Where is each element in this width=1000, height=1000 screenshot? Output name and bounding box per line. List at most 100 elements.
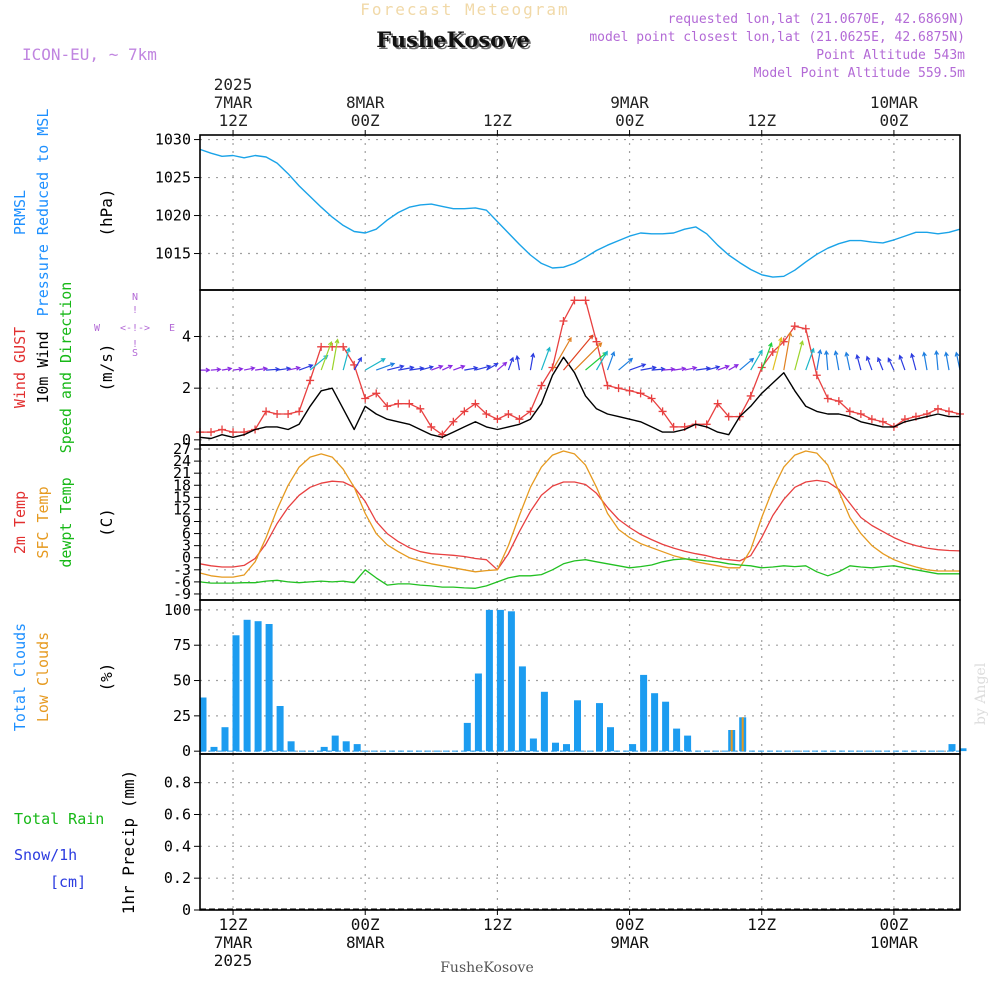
wind-direction-arrow (398, 365, 415, 371)
wind-direction-arrow (232, 366, 244, 372)
wind-direction-arrow (221, 366, 233, 372)
y-tick-label: 24 (173, 452, 191, 470)
total-cloud-bar (529, 738, 537, 752)
total-cloud-bar (552, 742, 559, 752)
gust-marker (515, 415, 524, 424)
total-cloud-bar (353, 744, 361, 752)
compass-north: N (132, 292, 138, 303)
gust-marker (944, 407, 953, 416)
compass-tick-s: ! (132, 339, 138, 350)
total-cloud-bar (640, 674, 648, 752)
point-altitude: Point Altitude 543m (816, 48, 965, 63)
y-axis-label: (hPa) (97, 188, 116, 236)
total-cloud-bar (496, 609, 504, 752)
panel-label-1: Low Clouds (34, 632, 52, 722)
wind-direction-arrow (364, 358, 386, 371)
total-cloud-bar (232, 635, 240, 752)
total-cloud-bar (287, 741, 295, 752)
total-cloud-bar (221, 727, 229, 752)
gust-marker (460, 407, 469, 416)
wind-direction-arrow (387, 364, 405, 371)
y-tick-label: 0.2 (164, 869, 191, 887)
total-cloud-bar (518, 666, 526, 752)
low-cloud-bar (741, 717, 744, 752)
wind-direction-arrow (805, 347, 815, 371)
gust-marker (548, 363, 557, 372)
gust-marker (372, 389, 381, 398)
bottom-time-label: 12Z (483, 915, 512, 934)
total-cloud-bar (959, 748, 967, 752)
wind-direction-arrow (507, 356, 515, 371)
total-cloud-bar (607, 727, 614, 752)
y-tick-label: 100 (164, 601, 191, 619)
gust-marker (823, 394, 832, 403)
gust-line (200, 299, 961, 436)
gust-marker (614, 384, 623, 393)
precip-label-cm: [cm] (50, 873, 86, 891)
gust-marker (878, 417, 887, 426)
wind-direction-arrow (574, 342, 603, 371)
wind-direction-arrow (210, 367, 222, 373)
gust-marker (427, 422, 436, 431)
top-time-label: 7MAR (214, 93, 253, 112)
top-time-label: 9MAR (610, 93, 649, 112)
panel-label-2: dewpt Temp (57, 477, 75, 567)
gust-marker (757, 363, 766, 372)
model-altitude: Model Point Altitude 559.5m (754, 66, 965, 81)
gust-marker (801, 324, 810, 333)
compass-east: E (169, 323, 175, 334)
precip-label-rain: Total Rain (14, 810, 104, 828)
wind-direction-arrow (922, 351, 928, 371)
total-cloud-bar (485, 609, 493, 752)
wind-direction-arrow (844, 351, 851, 371)
top-time-label: 12Z (483, 111, 512, 130)
location-title-front: FusheKosove (376, 27, 529, 52)
y-tick-label: 0 (182, 431, 191, 449)
model-point-coords: model point closest lon,lat (21.0625E, 4… (589, 30, 965, 45)
total-cloud-bar (320, 746, 328, 752)
y-tick-label: 9 (182, 512, 191, 530)
gust-marker (295, 407, 304, 416)
wind-direction-arrow (497, 361, 508, 371)
top-time-label: 00Z (615, 111, 644, 130)
y-tick-label: 2 (182, 379, 191, 397)
gust-marker (339, 342, 348, 351)
y-tick-label: 0 (182, 742, 191, 760)
pressure-panel: 1015 1020 1025 1030 PRMSL Pressure Reduced to… (11, 109, 961, 316)
wind-direction-arrow (486, 362, 499, 371)
gust-marker (647, 394, 656, 403)
total-cloud-bar (243, 619, 251, 752)
wind-direction-arrow (673, 366, 687, 372)
wind-direction-arrow (563, 334, 594, 371)
pressure-line (199, 148, 961, 278)
y-tick-label: 1020 (155, 207, 191, 225)
wind-direction-arrow (540, 346, 551, 371)
y-axis-label: 1hr Precip (mm) (119, 770, 138, 915)
gust-marker (526, 407, 535, 416)
wind-direction-arrow (640, 365, 657, 371)
wind-line (199, 356, 960, 440)
gust-marker (504, 410, 513, 418)
wind-direction-arrow (353, 356, 362, 371)
gust-marker (867, 415, 876, 424)
y-tick-label: 0 (182, 549, 191, 567)
total-cloud-bar (563, 744, 570, 752)
y-tick-label: 21 (173, 464, 191, 482)
wind-direction-arrow (515, 354, 520, 371)
bottom-time-label: 00Z (351, 915, 380, 934)
gust-marker (218, 425, 227, 434)
total-cloud-bar (331, 735, 339, 752)
gust-marker (471, 399, 480, 408)
y-tick-label: 18 (173, 476, 191, 494)
gust-marker (636, 389, 645, 398)
wind-direction-arrow (855, 353, 862, 371)
y-tick-label: 50 (173, 672, 191, 690)
wind-direction-arrow (728, 364, 739, 371)
wind-direction-arrow (200, 367, 211, 373)
total-cloud-bar (463, 722, 471, 752)
total-cloud-bar (210, 746, 218, 752)
wind-direction-arrow (898, 354, 906, 371)
y-tick-label: -9 (173, 585, 191, 603)
